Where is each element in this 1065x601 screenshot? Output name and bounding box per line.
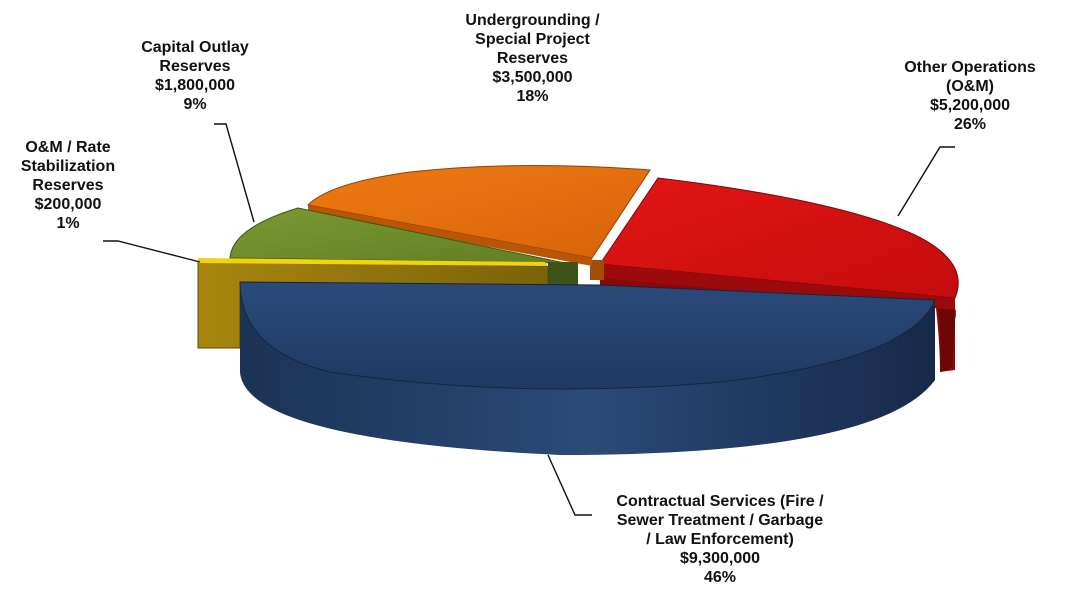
leader-line-om-rate xyxy=(103,240,201,263)
label-other-operations-value: $5,200,000 xyxy=(929,97,1011,114)
label-capital-outlay: Capital Outlay Reserves $1,800,000 9% xyxy=(115,38,275,114)
label-undergrounding-percent: 18% xyxy=(516,88,549,105)
pie-slice-contractual xyxy=(239,281,936,455)
label-contractual-percent: 46% xyxy=(703,569,737,586)
label-om-rate: O&M / Rate Stabilization Reserves $200,0… xyxy=(4,138,132,233)
label-undergrounding-value: $3,500,000 xyxy=(492,69,573,86)
slice-rim-undergrounding xyxy=(308,205,592,266)
leader-line-contractual xyxy=(547,454,592,516)
label-capital-outlay-percent: 9% xyxy=(183,96,207,113)
slice-top-undergrounding xyxy=(306,164,651,259)
pie-slice-undergrounding xyxy=(306,164,651,280)
label-undergrounding-line1: Undergrounding / xyxy=(465,12,600,29)
slice-side-capital-outlay xyxy=(548,262,578,285)
label-contractual-line3: / Law Enforcement) xyxy=(646,531,794,548)
label-undergrounding: Undergrounding / Special Project Reserve… xyxy=(440,11,625,106)
leader-line-other-operations xyxy=(897,146,955,217)
label-capital-outlay-value: $1,800,000 xyxy=(154,77,236,94)
slice-top-om-rate xyxy=(198,258,548,266)
leader-line-capital-outlay xyxy=(214,123,255,223)
leader-lines xyxy=(103,123,955,516)
label-om-rate-line1: O&M / Rate xyxy=(25,139,111,156)
slice-side-outer-other-operations xyxy=(937,295,956,372)
slice-top-other-operations xyxy=(599,177,959,299)
label-contractual-line1: Contractual Services (Fire / xyxy=(616,493,824,510)
label-capital-outlay-line2: Reserves xyxy=(159,58,231,75)
label-other-operations-line2: (O&M) xyxy=(946,78,994,95)
label-other-operations-percent: 26% xyxy=(953,116,987,133)
label-other-operations-line1: Other Operations xyxy=(904,59,1036,76)
label-om-rate-percent: 1% xyxy=(56,215,80,232)
label-undergrounding-line2: Special Project xyxy=(475,31,590,48)
label-contractual-line2: Sewer Treatment / Garbage xyxy=(616,512,824,529)
label-undergrounding-line3: Reserves xyxy=(496,50,569,67)
label-om-rate-value: $200,000 xyxy=(34,196,102,213)
label-om-rate-line2: Stabilization xyxy=(20,158,116,175)
label-contractual: Contractual Services (Fire / Sewer Treat… xyxy=(585,492,855,587)
label-capital-outlay-line1: Capital Outlay xyxy=(141,39,249,56)
label-other-operations: Other Operations (O&M) $5,200,000 26% xyxy=(885,58,1055,134)
label-om-rate-line3: Reserves xyxy=(32,177,104,194)
pie-slice-capital-outlay xyxy=(229,207,578,285)
slice-top-capital-outlay xyxy=(229,207,566,264)
label-contractual-value: $9,300,000 xyxy=(679,550,761,567)
slice-top-contractual xyxy=(239,281,936,390)
slice-side-undergrounding xyxy=(590,260,604,280)
